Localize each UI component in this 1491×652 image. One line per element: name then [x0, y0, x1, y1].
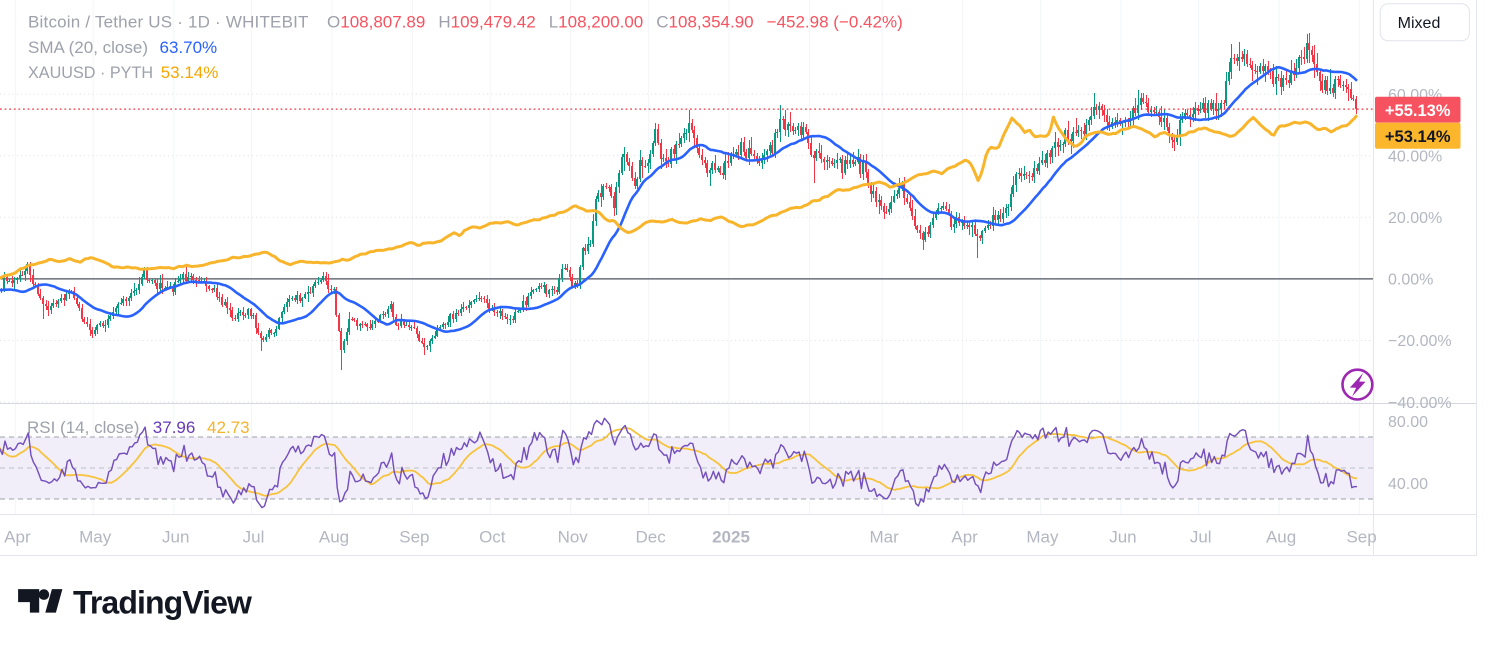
svg-text:80.00: 80.00 — [1388, 414, 1428, 431]
svg-text:Jul: Jul — [1190, 528, 1212, 547]
svg-text:Apr: Apr — [951, 528, 978, 547]
svg-text:XAUUSD · PYTH: XAUUSD · PYTH — [28, 64, 153, 82]
svg-text:Aug: Aug — [1266, 528, 1296, 547]
svg-text:Dec: Dec — [635, 528, 666, 547]
svg-text:Sep: Sep — [399, 528, 429, 547]
svg-text:40.00: 40.00 — [1388, 476, 1428, 493]
svg-text:53.14%: 53.14% — [161, 63, 219, 82]
svg-text:+55.13%: +55.13% — [1385, 102, 1451, 120]
svg-text:37.96: 37.96 — [153, 418, 196, 437]
svg-text:Jun: Jun — [1109, 528, 1136, 547]
svg-text:Apr: Apr — [4, 528, 31, 547]
svg-text:−20.00%: −20.00% — [1388, 333, 1452, 350]
svg-text:40.00%: 40.00% — [1388, 148, 1442, 165]
svg-text:0.00%: 0.00% — [1388, 272, 1433, 289]
svg-text:2025: 2025 — [712, 528, 750, 547]
svg-text:Jun: Jun — [162, 528, 189, 547]
svg-text:Nov: Nov — [558, 528, 589, 547]
svg-text:Aug: Aug — [319, 528, 349, 547]
svg-text:−40.00%: −40.00% — [1388, 395, 1452, 412]
svg-text:+53.14%: +53.14% — [1385, 128, 1451, 146]
svg-text:Sep: Sep — [1346, 528, 1376, 547]
svg-text:SMA (20, close): SMA (20, close) — [28, 38, 148, 57]
svg-text:Mar: Mar — [869, 528, 899, 547]
svg-text:TradingView: TradingView — [73, 585, 252, 621]
svg-text:Mixed: Mixed — [1398, 15, 1441, 32]
svg-text:Bitcoin / Tether US · 1D · WHI: Bitcoin / Tether US · 1D · WHITEBIT — [28, 13, 309, 32]
svg-text:Jul: Jul — [243, 528, 265, 547]
svg-text:Oct: Oct — [479, 528, 506, 547]
svg-text:RSI (14, close): RSI (14, close) — [27, 418, 139, 437]
svg-text:May: May — [1026, 528, 1059, 547]
svg-text:42.73: 42.73 — [207, 418, 250, 437]
svg-text:20.00%: 20.00% — [1388, 210, 1442, 227]
svg-text:63.70%: 63.70% — [160, 38, 218, 57]
svg-text:May: May — [79, 528, 112, 547]
